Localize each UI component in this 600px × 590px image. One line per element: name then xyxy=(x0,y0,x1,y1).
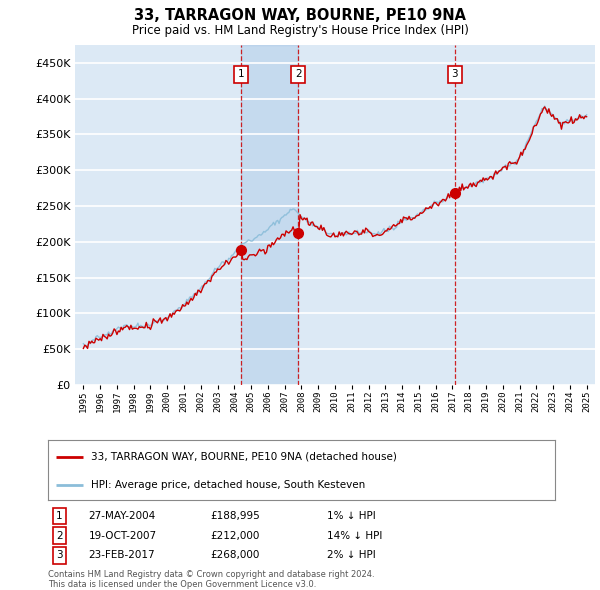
Text: 19-OCT-2007: 19-OCT-2007 xyxy=(89,530,157,540)
Bar xyxy=(298,45,455,385)
Text: 23-FEB-2017: 23-FEB-2017 xyxy=(89,550,155,560)
Text: 1% ↓ HPI: 1% ↓ HPI xyxy=(327,511,376,521)
Text: 33, TARRAGON WAY, BOURNE, PE10 9NA: 33, TARRAGON WAY, BOURNE, PE10 9NA xyxy=(134,8,466,23)
Text: 1: 1 xyxy=(238,69,245,79)
Text: 2% ↓ HPI: 2% ↓ HPI xyxy=(327,550,376,560)
Text: 2: 2 xyxy=(56,530,62,540)
Text: HPI: Average price, detached house, South Kesteven: HPI: Average price, detached house, Sout… xyxy=(91,480,365,490)
Text: £188,995: £188,995 xyxy=(210,511,260,521)
Bar xyxy=(241,45,298,385)
Text: 14% ↓ HPI: 14% ↓ HPI xyxy=(327,530,382,540)
Text: Contains HM Land Registry data © Crown copyright and database right 2024.
This d: Contains HM Land Registry data © Crown c… xyxy=(48,570,374,589)
Text: 27-MAY-2004: 27-MAY-2004 xyxy=(89,511,156,521)
Text: 3: 3 xyxy=(451,69,458,79)
Text: Price paid vs. HM Land Registry's House Price Index (HPI): Price paid vs. HM Land Registry's House … xyxy=(131,24,469,37)
Text: 1: 1 xyxy=(56,511,62,521)
Text: 3: 3 xyxy=(56,550,62,560)
Text: £212,000: £212,000 xyxy=(210,530,260,540)
Text: 33, TARRAGON WAY, BOURNE, PE10 9NA (detached house): 33, TARRAGON WAY, BOURNE, PE10 9NA (deta… xyxy=(91,452,397,462)
Text: 2: 2 xyxy=(295,69,301,79)
Text: £268,000: £268,000 xyxy=(210,550,260,560)
